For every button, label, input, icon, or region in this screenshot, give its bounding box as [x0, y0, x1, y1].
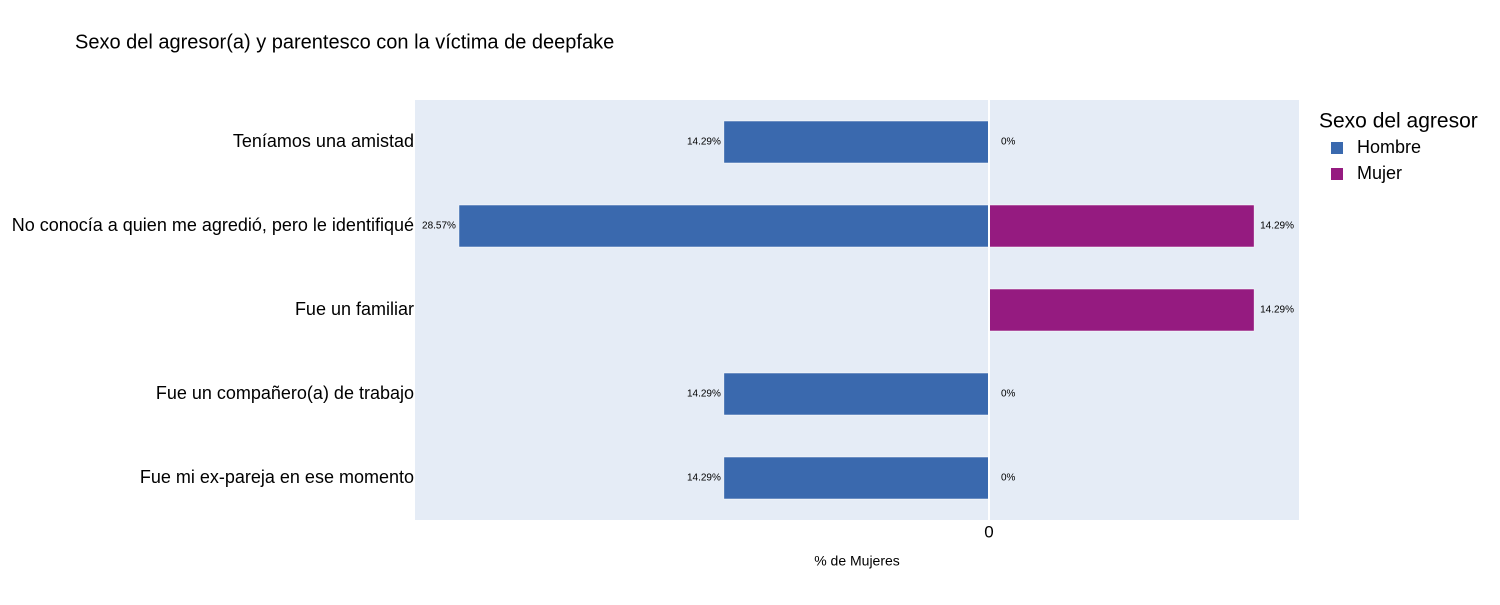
data-label: 0% — [1001, 473, 1016, 484]
bar — [723, 456, 990, 500]
data-label: 14.29% — [687, 389, 721, 400]
data-label: 14.29% — [687, 137, 721, 148]
bar — [723, 372, 990, 416]
data-label: 14.29% — [687, 473, 721, 484]
data-label: 0% — [1001, 389, 1016, 400]
data-label: 14.29% — [1260, 221, 1294, 232]
x-tick-label: 0 — [984, 522, 993, 541]
bar — [988, 288, 1255, 332]
bar — [988, 204, 1255, 248]
legend-swatch — [1331, 168, 1343, 180]
y-tick-label: Teníamos una amistad — [233, 131, 414, 151]
y-tick-label: Fue un compañero(a) de trabajo — [156, 383, 414, 403]
legend-swatch — [1331, 142, 1343, 154]
data-label: 14.29% — [1260, 305, 1294, 316]
y-tick-label: Fue un familiar — [295, 299, 414, 319]
chart-title: Sexo del agresor(a) y parentesco con la … — [75, 31, 614, 53]
x-axis-title: % de Mujeres — [814, 553, 900, 569]
y-tick-label: No conocía a quien me agredió, pero le i… — [12, 215, 414, 235]
y-tick-label: Fue mi ex-pareja en ese momento — [140, 467, 414, 487]
bar — [723, 120, 990, 164]
legend-label: Mujer — [1357, 163, 1402, 183]
legend-label: Hombre — [1357, 137, 1421, 157]
legend-title: Sexo del agresor — [1319, 110, 1478, 133]
bar — [458, 204, 990, 248]
data-label: 28.57% — [422, 221, 456, 232]
data-label: 0% — [1001, 137, 1016, 148]
